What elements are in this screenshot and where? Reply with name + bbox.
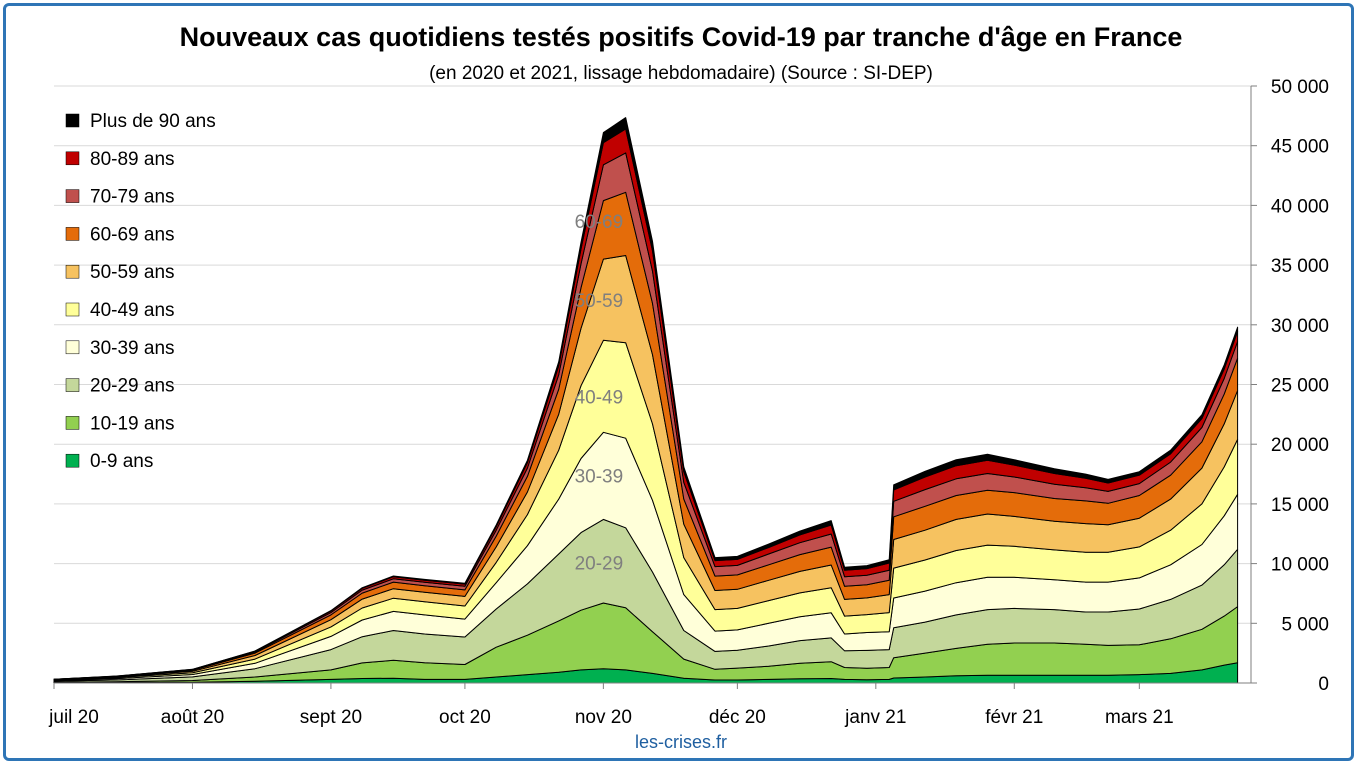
y-tick-label-2: 10 000 xyxy=(1271,555,1329,576)
band-label-3: 30-39 xyxy=(575,466,624,487)
x-tick-label-3: oct 20 xyxy=(439,707,491,728)
legend-label-5: 40-49 ans xyxy=(90,300,175,321)
legend-swatch-8 xyxy=(65,416,80,430)
x-tick-label-8: mars 21 xyxy=(1105,707,1174,728)
x-tick-label-5: déc 20 xyxy=(709,707,766,728)
legend-label-1: 80-89 ans xyxy=(90,149,175,170)
y-tick-label-9: 45 000 xyxy=(1271,137,1329,158)
x-axis-ticks: juil 20 août 20 sept 20 oct 20 nov 20 déc 20 j… xyxy=(48,683,1174,728)
x-tick-label-2: sept 20 xyxy=(300,707,362,728)
legend-swatch-4 xyxy=(65,264,80,279)
y-tick-label-3: 15 000 xyxy=(1271,495,1329,516)
chart-canvas: juil 20 août 20 sept 20 oct 20 nov 20 déc 20 j… xyxy=(48,22,1329,752)
legend-label-6: 30-39 ans xyxy=(90,338,175,359)
band-label-4: 20-29 xyxy=(575,554,624,575)
x-tick-label-7: févr 21 xyxy=(985,707,1043,728)
y-tick-label-4: 20 000 xyxy=(1271,435,1329,456)
legend-label-3: 60-69 ans xyxy=(90,224,175,245)
band-label-1: 50-59 xyxy=(575,291,624,312)
band-label-0: 60-69 xyxy=(575,212,624,233)
legend-label-4: 50-59 ans xyxy=(90,262,175,283)
legend-swatch-0 xyxy=(65,113,80,128)
legend-swatch-1 xyxy=(65,151,80,166)
legend-swatch-5 xyxy=(65,302,80,317)
y-tick-label-5: 25 000 xyxy=(1271,376,1329,397)
x-tick-label-4: nov 20 xyxy=(575,707,632,728)
y-tick-label-8: 40 000 xyxy=(1271,196,1329,217)
legend-label-8: 10-19 ans xyxy=(90,413,175,434)
stacked-areas xyxy=(53,117,1239,684)
y-tick-label-0: 0 xyxy=(1318,674,1329,695)
band-label-2: 40-49 xyxy=(575,388,624,409)
y-axis-ticks: 0 5 000 10 000 15 000 20 000 25 000 30 000 35 0… xyxy=(1251,77,1329,695)
legend-swatch-6 xyxy=(65,340,80,355)
chart-frame: juil 20 août 20 sept 20 oct 20 nov 20 déc 20 j… xyxy=(3,3,1354,761)
legend-swatch-2 xyxy=(65,189,80,203)
band-labels: 60-69 50-59 40-49 30-39 20-29 xyxy=(575,212,624,574)
area-series-9 xyxy=(53,117,1239,680)
legend: Plus de 90 ans 80-89 ans 70-79 ans 60-69 an… xyxy=(65,111,216,472)
legend-label-2: 70-79 ans xyxy=(90,187,175,208)
chart-title: Nouveaux cas quotidiens testés positifs … xyxy=(180,22,1183,52)
legend-swatch-3 xyxy=(65,227,80,241)
y-tick-label-6: 30 000 xyxy=(1271,316,1329,337)
legend-swatch-9 xyxy=(65,453,80,468)
y-tick-label-10: 50 000 xyxy=(1271,77,1329,98)
x-tick-label-6: janv 21 xyxy=(844,707,906,728)
legend-swatch-7 xyxy=(65,378,80,392)
x-tick-label-1: août 20 xyxy=(161,707,224,728)
y-tick-label-7: 35 000 xyxy=(1271,256,1329,277)
legend-label-9: 0-9 ans xyxy=(90,451,153,472)
chart-subtitle: (en 2020 et 2021, lissage hebdomadaire) … xyxy=(429,63,933,84)
legend-label-0: Plus de 90 ans xyxy=(90,111,216,132)
y-tick-label-1: 5 000 xyxy=(1281,614,1329,635)
x-tick-label-0: juil 20 xyxy=(48,707,99,728)
source-credit: les-crises.fr xyxy=(635,732,727,752)
legend-label-7: 20-29 ans xyxy=(90,376,175,397)
